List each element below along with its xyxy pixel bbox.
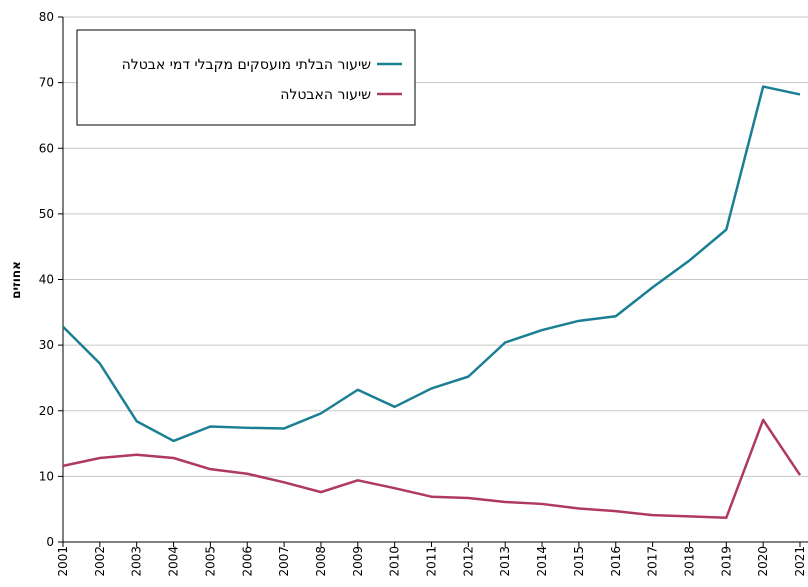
series-line [62, 85, 801, 443]
legend-label: שיעור האבטלה [280, 87, 371, 103]
x-tick-label: 2016 [609, 546, 623, 577]
x-tick-label: 2014 [535, 546, 549, 577]
x-tick-label: 2010 [388, 546, 402, 577]
x-tick-label: 2012 [461, 546, 475, 577]
series-line [62, 418, 802, 519]
y-tick-label: 0 [46, 535, 54, 549]
x-tick-label: 2018 [682, 546, 696, 577]
y-tick-label: 70 [39, 76, 54, 90]
x-tick-label: 2001 [56, 546, 70, 577]
y-tick-label: 40 [39, 273, 54, 287]
x-tick-label: 2013 [498, 546, 512, 577]
x-tick-label: 2009 [351, 546, 365, 577]
x-tick-label: 2020 [756, 546, 770, 577]
x-tick-label: 2011 [425, 546, 439, 577]
x-tick-label: 2019 [719, 546, 733, 577]
x-tick-label: 2005 [203, 546, 217, 577]
y-tick-label: 10 [39, 469, 54, 483]
y-tick-label: 20 [39, 404, 54, 418]
legend-box [76, 29, 416, 126]
x-tick-label: 2006 [240, 546, 254, 577]
y-tick-label: 80 [39, 10, 54, 24]
y-tick-label: 50 [39, 207, 54, 221]
x-tick-label: 2008 [314, 546, 328, 577]
x-tick-label: 2017 [646, 546, 660, 577]
x-tick-label: 2002 [93, 546, 107, 577]
x-tick-label: 2021 [793, 546, 807, 577]
y-axis-label: אחוזים [9, 261, 23, 299]
y-tick-label: 30 [39, 338, 54, 352]
x-tick-label: 2007 [277, 546, 291, 577]
x-tick-label: 2004 [167, 546, 181, 577]
x-tick-label: 2015 [572, 546, 586, 577]
legend-label: שיעור הבלתי מועסקים מקבלי דמי אבטלה [122, 57, 371, 73]
y-tick-label: 60 [39, 141, 54, 155]
x-tick-label: 2003 [130, 546, 144, 577]
